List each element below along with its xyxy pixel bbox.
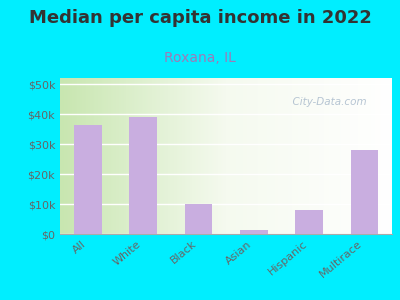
Bar <box>184 204 212 234</box>
Bar <box>350 150 378 234</box>
Text: Median per capita income in 2022: Median per capita income in 2022 <box>28 9 372 27</box>
Bar <box>295 210 323 234</box>
Bar <box>240 230 268 234</box>
Bar <box>129 117 157 234</box>
Bar <box>74 124 102 234</box>
Text: Roxana, IL: Roxana, IL <box>164 51 236 65</box>
Text: City-Data.com: City-Data.com <box>286 97 366 107</box>
